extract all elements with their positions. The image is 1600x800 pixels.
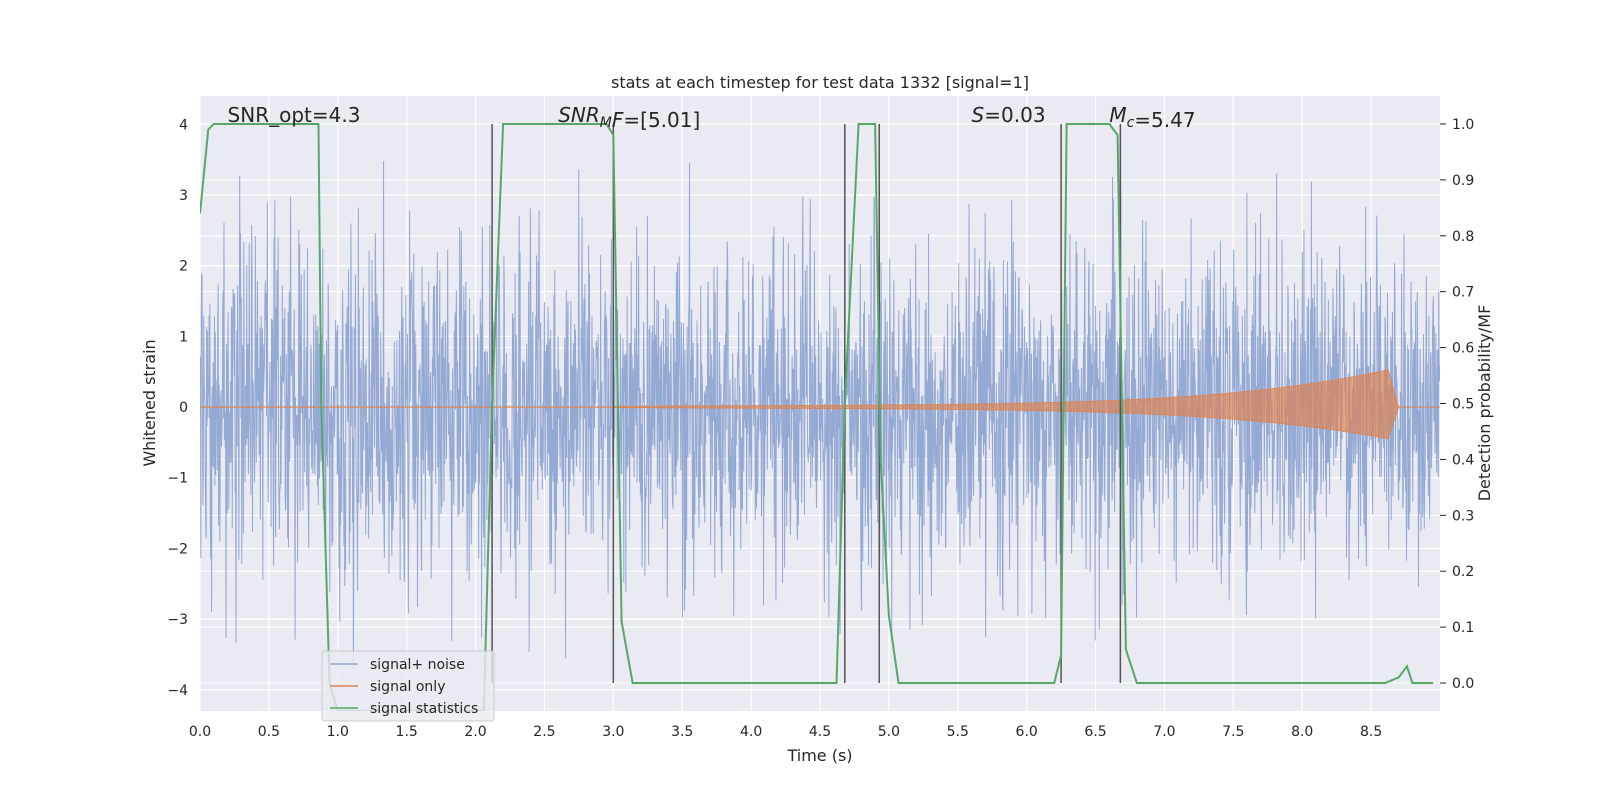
annotations: SNR_opt=4.3 SNRMF=[5.01] S=0.03 Mc=5.47 [228,103,1196,132]
y-right-tick-label: 0.8 [1452,229,1474,245]
x-tick-label: 5.5 [947,724,969,740]
series-signal-noise [200,160,1440,669]
annotation-part: S [972,103,985,127]
y-tick-label: −1 [167,471,188,487]
y-axis-ticks: 4 3 2 1 0 −1 −2 −3 −4 [167,117,188,699]
y-tick-label: −2 [167,541,188,557]
y-axis-label: Whitened strain [140,339,159,466]
y-right-tick-label: 0.5 [1452,397,1474,413]
y-right-tick-label: 0.7 [1452,285,1474,301]
legend-label-signal-noise: signal+ noise [370,657,465,673]
x-tick-label: 0.5 [258,724,280,740]
x-tick-label: 8.5 [1360,724,1382,740]
annotation-part: SNR [558,103,600,127]
x-tick-label: 7.5 [1222,724,1244,740]
y-right-tick-label: 0.9 [1452,173,1474,189]
annotation-part: M [1109,103,1126,127]
annotation-text: S=0.03 [972,103,1046,127]
x-tick-label: 6.5 [1084,724,1106,740]
x-tick-label: 8.0 [1291,724,1313,740]
y-right-tick-label: 0.1 [1452,620,1474,636]
y-tick-label: −4 [167,683,188,699]
x-tick-label: 1.5 [396,724,418,740]
annotation-part: =5.47 [1134,108,1195,132]
y-tick-label: −3 [167,612,188,628]
x-tick-label: 4.0 [740,724,762,740]
x-tick-label: 0.0 [189,724,211,740]
annotation-part: =[5.01] [623,108,700,132]
legend: signal+ noise signal only signal statist… [321,650,495,722]
x-axis-label: Time (s) [786,746,852,765]
annotation-part: SNR_opt=4.3 [228,103,361,127]
x-tick-label: 7.0 [1153,724,1175,740]
y-tick-label: 1 [179,329,188,345]
y-right-tick-label: 0.0 [1452,676,1474,692]
y-right-tick-label: 0.4 [1452,452,1474,468]
legend-box [321,650,495,722]
chart-title: stats at each timestep for test data 133… [611,73,1029,92]
y-right-tick-label: 0.2 [1452,564,1474,580]
y-tick-label: 4 [179,117,188,133]
x-tick-label: 3.5 [671,724,693,740]
y-right-tick-label: 0.6 [1452,341,1474,357]
y-tick-label: 0 [179,400,188,416]
legend-label-signal-only: signal only [370,679,445,695]
annotation-text: SNR_opt=4.3 [228,103,361,127]
y-right-axis-label: Detection probability/MF [1475,305,1494,502]
x-axis-ticks: 0.0 0.5 1.0 1.5 2.0 2.5 3.0 3.5 4.0 4.5 5.0 5.5 6.0 6… [189,724,1382,740]
y-tick-label: 2 [179,259,188,275]
y-right-axis-ticks: 1.0 0.9 0.8 0.7 0.6 0.5 0.4 0.3 0.2 0.1 0.0 [1440,117,1474,692]
y-tick-label: 3 [179,188,188,204]
x-tick-label: 1.0 [327,724,349,740]
annotation-part: M [600,115,612,131]
x-tick-label: 2.5 [533,724,555,740]
y-right-tick-label: 1.0 [1452,117,1474,133]
annotation-part: c [1127,115,1135,131]
x-tick-label: 2.0 [464,724,486,740]
x-tick-label: 6.0 [1016,724,1038,740]
x-tick-label: 3.0 [602,724,624,740]
series-signal-only [200,369,1440,440]
annotation-text: Mc=5.47 [1109,103,1195,132]
legend-label-signal-statistics: signal statistics [370,701,478,717]
noise-line [200,160,1440,669]
x-tick-label: 4.5 [809,724,831,740]
y-right-tick-label: 0.3 [1452,508,1474,524]
annotation-part: =0.03 [984,103,1045,127]
annotation-text: SNRMF=[5.01] [558,103,700,132]
annotation-part: F [612,108,624,132]
x-tick-label: 5.0 [878,724,900,740]
